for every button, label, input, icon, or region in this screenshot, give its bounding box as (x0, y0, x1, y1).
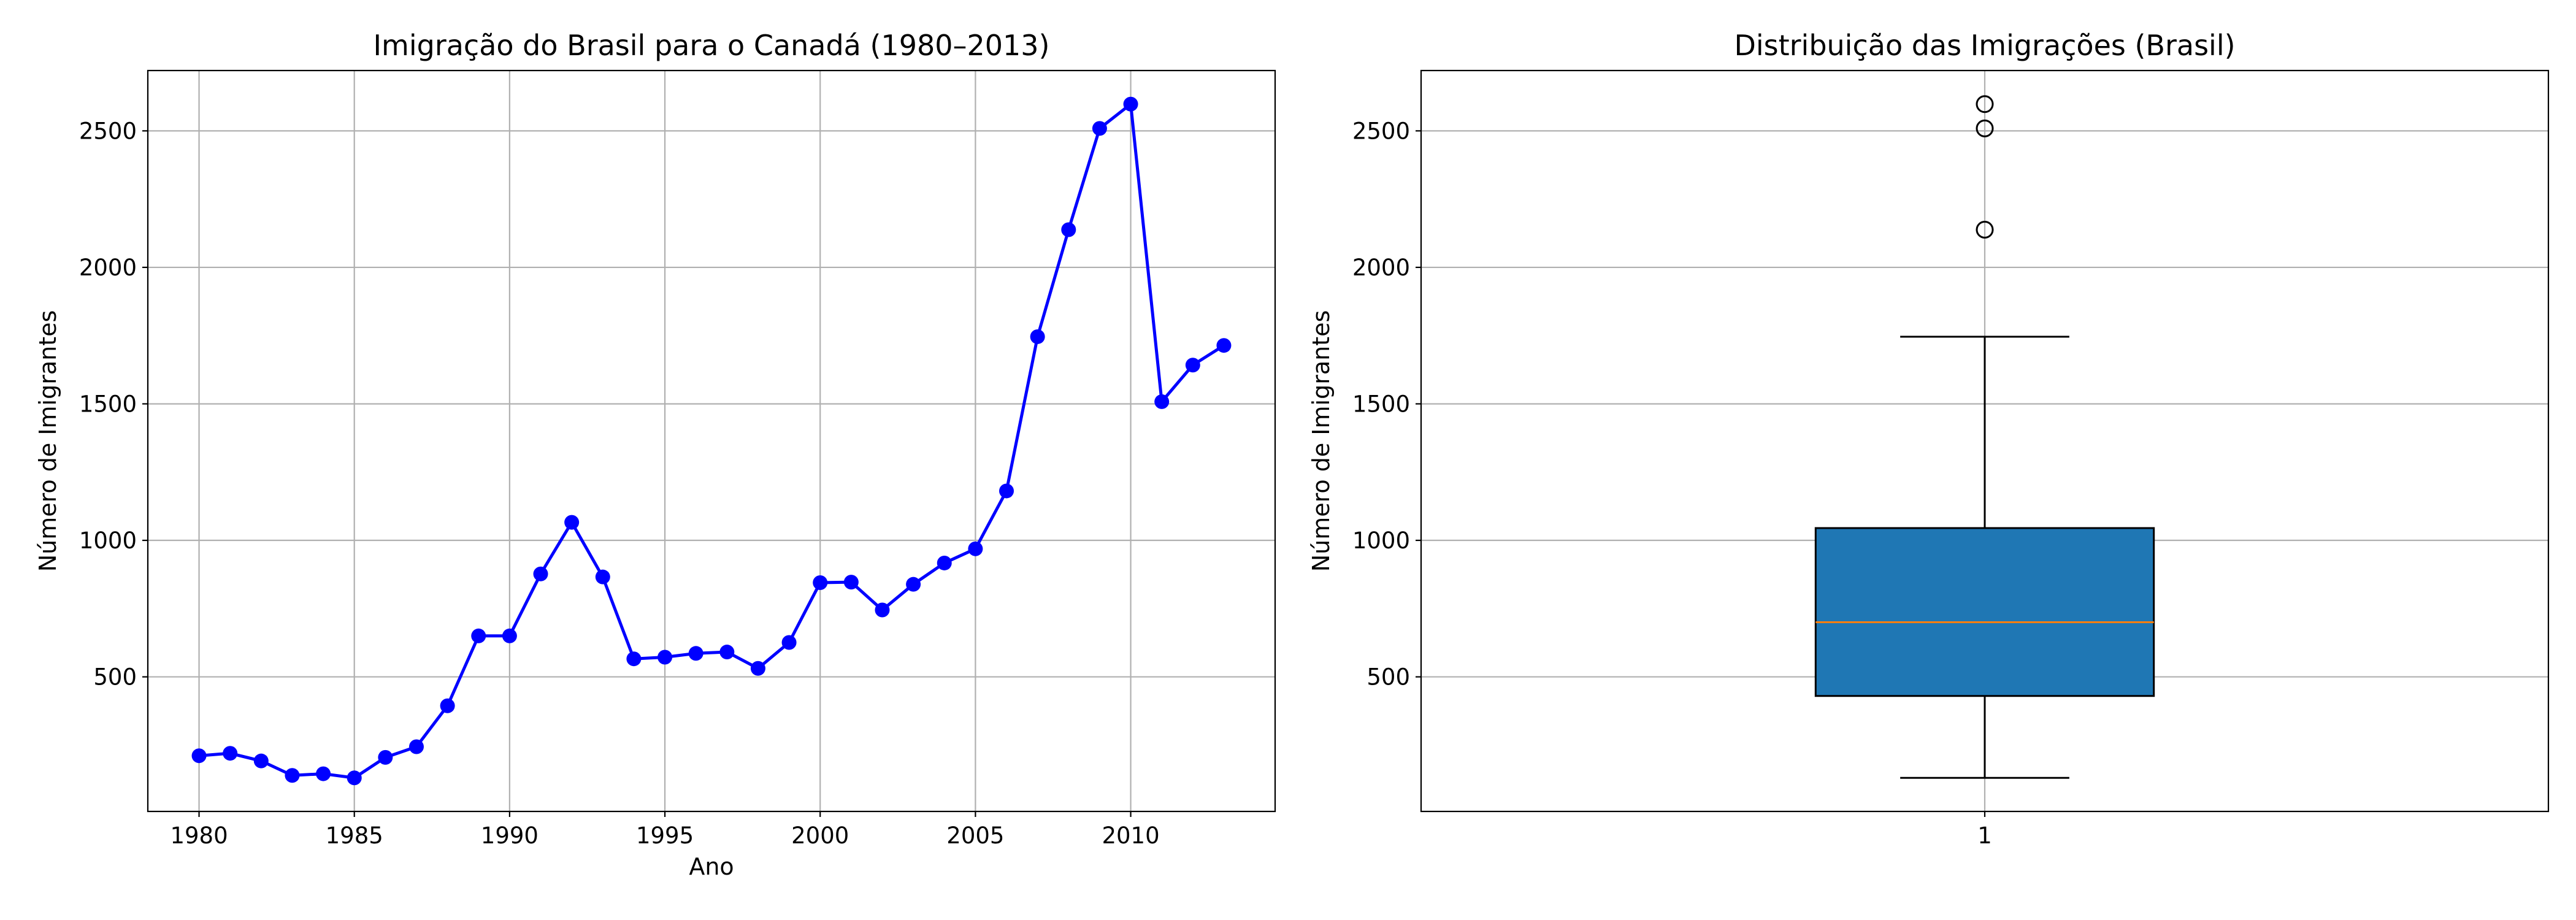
y-tick-label: 500 (93, 664, 137, 691)
x-tick-label: 1980 (170, 822, 228, 849)
y-tick-label: 1500 (1352, 391, 1410, 417)
y-axis-label: Número de Imigrantes (34, 310, 61, 572)
x-tick-label: 1985 (326, 822, 383, 849)
data-line (199, 101, 1225, 780)
data-point (657, 650, 673, 665)
data-point (440, 698, 455, 713)
y-tick-label: 2500 (1352, 118, 1410, 144)
data-point (1092, 121, 1107, 136)
plot-frame (1420, 69, 2550, 813)
data-point (781, 635, 797, 650)
x-tick-label: 2010 (1102, 822, 1159, 849)
x-axis-label: Ano (689, 853, 734, 880)
flier (1976, 95, 1994, 113)
plot-frame (147, 69, 1276, 813)
y-tick-label: 2000 (1352, 255, 1410, 281)
data-point (1030, 329, 1045, 344)
panel: 500 1000 1500 2000 2500 1 Distribuição das Imi… (1308, 29, 2550, 849)
data-point (875, 602, 890, 618)
data-point (626, 651, 642, 667)
data-point (471, 628, 486, 643)
data-point (285, 768, 300, 783)
box (1814, 527, 2155, 697)
data-point (688, 646, 703, 661)
data-point (999, 483, 1014, 499)
y-axis-label: Número de Imigrantes (1308, 310, 1335, 572)
data-point (813, 575, 828, 591)
data-point (1123, 96, 1138, 112)
x-tick-label: 1 (1977, 822, 1992, 849)
x-tick-label: 2005 (946, 822, 1004, 849)
data-point (564, 515, 580, 530)
x-tick-label: 2000 (791, 822, 849, 849)
panel: 500 1000 1500 2000 2500 1980 1985 1990 1995 2000 2… (34, 29, 1276, 880)
x-tick-label: 1990 (481, 822, 539, 849)
data-point (843, 575, 859, 590)
data-point (906, 577, 921, 592)
data-point (968, 541, 983, 556)
data-point (1185, 358, 1200, 373)
data-point (719, 645, 735, 660)
data-point (253, 753, 269, 769)
chart-title: Distribuição das Imigrações (Brasil) (1734, 29, 2235, 62)
data-point (1216, 338, 1232, 353)
x-tick-label: 1995 (636, 822, 694, 849)
data-point (191, 748, 207, 764)
flier (1976, 119, 1994, 137)
y-tick-label: 2500 (79, 118, 137, 144)
y-tick-label: 2000 (79, 255, 137, 281)
y-tick-label: 1000 (79, 527, 137, 554)
data-point (750, 661, 765, 676)
data-point (502, 628, 517, 643)
chart-title: Imigração do Brasil para o Canadá (1980–… (373, 29, 1049, 62)
y-tick-label: 500 (1367, 664, 1410, 691)
data-point (223, 746, 238, 761)
data-point (408, 739, 424, 754)
y-tick-label: 1000 (1352, 527, 1410, 554)
data-point (595, 569, 610, 585)
flier (1976, 220, 1994, 239)
data-point (533, 566, 548, 581)
data-point (1061, 222, 1076, 237)
data-point (316, 766, 331, 781)
data-point (1154, 394, 1170, 409)
data-point (937, 555, 952, 570)
data-point (378, 749, 393, 765)
data-point (347, 770, 362, 786)
y-tick-label: 1500 (79, 391, 137, 417)
